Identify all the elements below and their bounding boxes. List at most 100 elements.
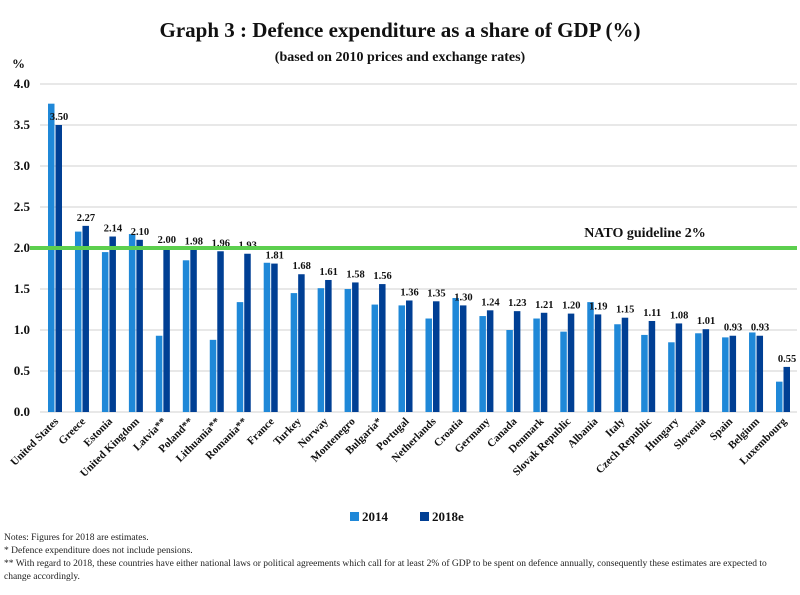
- data-label-2018e: 1.35: [427, 288, 445, 299]
- bar-2014: [263, 262, 271, 412]
- data-label-2018e: 0.93: [724, 323, 742, 334]
- bar-2018e: [729, 335, 737, 412]
- data-label-2018e: 1.24: [481, 297, 500, 308]
- bar-2018e: [352, 282, 359, 412]
- y-tick-label: 1.5: [14, 281, 31, 296]
- data-label-2018e: 1.11: [643, 308, 661, 319]
- bar-2018e: [567, 313, 575, 412]
- bar-2018e: [217, 251, 224, 412]
- y-tick-label: 2.5: [14, 199, 31, 214]
- bar-2014: [236, 302, 244, 412]
- data-label-2018e: 1.30: [454, 292, 472, 303]
- bar-2014: [695, 333, 702, 412]
- bar-2018e: [756, 335, 764, 412]
- data-label-2018e: 2.00: [158, 235, 176, 246]
- bar-2014: [614, 324, 621, 412]
- data-label-2018e: 1.56: [373, 271, 391, 282]
- bar-2014: [722, 337, 729, 412]
- bar-2018e: [82, 225, 89, 412]
- x-tick-label: United States: [8, 415, 61, 468]
- nato-guideline-label: NATO guideline 2%: [584, 226, 706, 241]
- x-tick-label: France: [245, 416, 277, 448]
- y-tick-label: 3.0: [14, 158, 30, 173]
- bar-2014: [668, 342, 675, 412]
- data-label-2018e: 1.20: [562, 301, 580, 312]
- bar-2014: [155, 335, 163, 412]
- data-label-2018e: 1.81: [266, 251, 284, 262]
- bar-2018e: [271, 263, 278, 412]
- legend-swatch-2014: [350, 512, 359, 521]
- chart-subtitle: (based on 2010 prices and exchange rates…: [274, 50, 526, 65]
- chart-title: Graph 3 : Defence expenditure as a share…: [159, 18, 641, 42]
- bar-2014: [371, 304, 379, 412]
- note-pensions: * Defence expenditure does not include p…: [4, 546, 193, 556]
- note-national-laws: ** With regard to 2018, these countries …: [4, 559, 767, 582]
- bar-2014: [290, 293, 298, 412]
- bar-2018e: [55, 125, 62, 412]
- y-tick-label: 4.0: [14, 76, 30, 91]
- data-label-2018e: 1.15: [616, 305, 634, 316]
- data-label-2018e: 1.68: [292, 261, 310, 272]
- bar-2014: [533, 318, 540, 412]
- bar-2018e: [325, 279, 332, 412]
- data-label-2018e: 1.58: [346, 269, 364, 280]
- bar-2014: [182, 260, 190, 412]
- y-tick-label: 3.5: [14, 117, 31, 132]
- data-label-2018e: 1.23: [508, 298, 526, 309]
- x-tick-label: Italy: [603, 415, 627, 439]
- bar-2014: [74, 231, 82, 412]
- bar-2014: [776, 381, 783, 412]
- bar-2014: [641, 334, 648, 412]
- bar-2018e: [513, 311, 521, 412]
- bar-2014: [128, 234, 136, 412]
- data-label-2018e: 2.14: [104, 224, 123, 235]
- data-label-2018e: 0.55: [778, 354, 796, 365]
- data-label-2018e: 1.08: [670, 310, 688, 321]
- bar-2018e: [298, 274, 305, 412]
- y-tick-label: 1.0: [14, 322, 30, 337]
- bar-2018e: [486, 310, 494, 412]
- bar-2018e: [190, 249, 197, 412]
- x-tick-label: Albania: [566, 415, 601, 450]
- bar-2014: [101, 252, 109, 412]
- bar-2018e: [244, 253, 251, 412]
- bar-2014: [398, 305, 406, 412]
- bar-2018e: [379, 284, 386, 412]
- bar-2014: [317, 288, 325, 412]
- data-label-2018e: 1.01: [697, 316, 715, 327]
- bar-2014: [48, 103, 55, 413]
- bar-2014: [560, 331, 567, 412]
- data-label-2018e: 1.61: [319, 267, 337, 278]
- data-label-2018e: 1.96: [212, 238, 230, 249]
- legend-label-2018e: 2018e: [432, 509, 464, 524]
- bar-2018e: [648, 320, 656, 412]
- bar-2014: [344, 289, 352, 412]
- bar-2018e: [783, 366, 790, 412]
- bar-2018e: [163, 248, 170, 412]
- data-label-2018e: 2.10: [131, 227, 149, 238]
- legend-label-2014: 2014: [362, 509, 389, 524]
- bar-2018e: [109, 236, 116, 412]
- data-label-2018e: 3.50: [50, 112, 68, 123]
- bar-2018e: [432, 301, 440, 412]
- y-tick-label: 0.0: [14, 404, 30, 419]
- bar-2014: [209, 339, 217, 412]
- bar-2014: [506, 330, 513, 412]
- note-estimates: Notes: Figures for 2018 are estimates.: [4, 533, 149, 543]
- data-label-2018e: 1.36: [400, 287, 418, 298]
- bar-2018e: [675, 323, 683, 412]
- bar-chart: % 0.0 0.5 1.0 1.5 2.0 2.5 3.0 3.5 4.0 3.50 United S…: [8, 56, 797, 524]
- bar-2014: [749, 332, 756, 412]
- data-label-2018e: 1.98: [185, 237, 203, 248]
- y-tick-label: 0.5: [14, 363, 31, 378]
- bar-2014: [425, 318, 432, 412]
- bar-2018e: [540, 312, 548, 412]
- y-axis-label: %: [12, 56, 25, 71]
- legend-swatch-2018e: [420, 512, 429, 521]
- footnotes: Notes: Figures for 2018 are estimates. *…: [4, 532, 794, 584]
- data-label-2018e: 2.27: [77, 213, 95, 224]
- data-label-2018e: 0.93: [751, 323, 769, 334]
- bar-2014: [479, 316, 486, 412]
- bar-2018e: [459, 305, 467, 412]
